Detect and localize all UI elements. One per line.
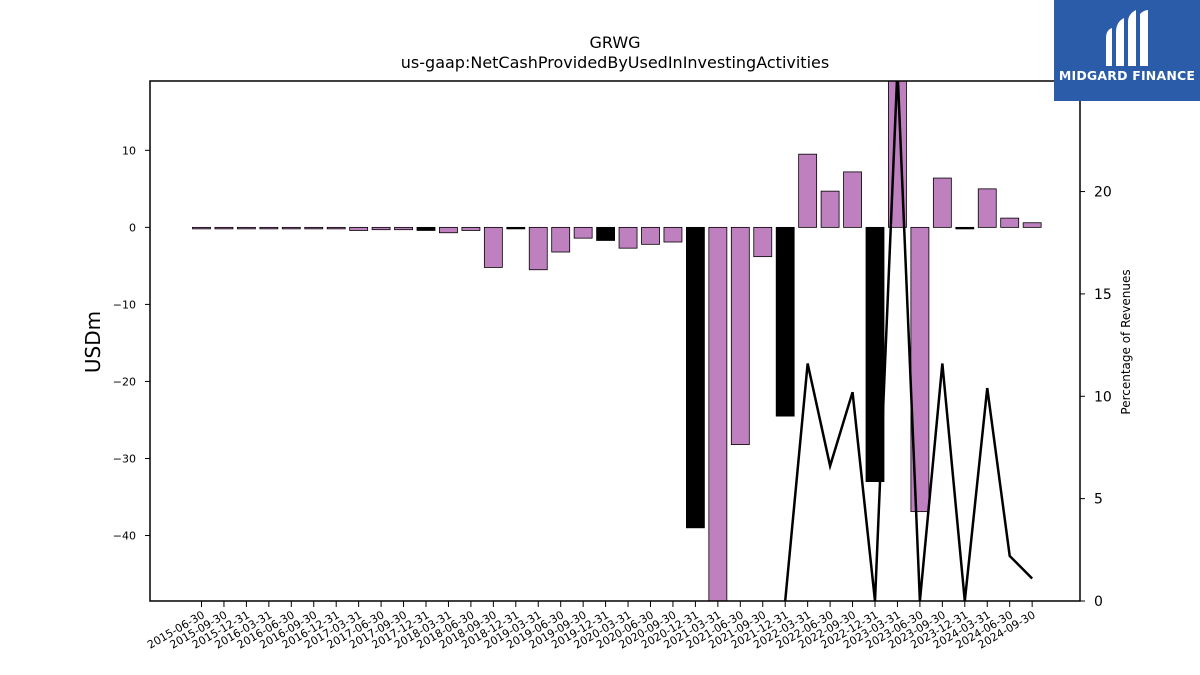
bar-2023-09-30 xyxy=(932,177,952,228)
bar-2015-06-30 xyxy=(192,226,211,230)
y-tick-label: −30 xyxy=(113,452,136,465)
bar-2015-12-31 xyxy=(236,226,256,230)
bar-2019-06-30 xyxy=(551,226,571,253)
y-axis-label: USDm xyxy=(81,311,105,373)
y2-tick-label: 20 xyxy=(1094,185,1112,201)
chart-title: GRWG xyxy=(589,33,640,52)
y2-tick-label: 0 xyxy=(1094,594,1103,610)
bar-2022-12-31 xyxy=(865,226,885,482)
bars-group xyxy=(192,81,1042,601)
bar-2024-06-30 xyxy=(1000,217,1020,228)
bar-2023-12-31 xyxy=(955,226,975,230)
y2-tick-label: 5 xyxy=(1094,492,1103,508)
y-tick-label: −40 xyxy=(113,530,136,543)
bar-2024-03-31 xyxy=(977,188,997,228)
bar-2016-12-31 xyxy=(326,226,346,230)
bar-2016-03-31 xyxy=(259,226,279,230)
bar-2018-03-31 xyxy=(439,226,458,234)
bar-2015-09-30 xyxy=(214,226,234,230)
company-logo: MIDGARD FINANCE xyxy=(1054,0,1200,101)
logo-text: MIDGARD FINANCE xyxy=(1058,68,1196,83)
bar-2019-12-31 xyxy=(596,226,615,241)
bar-2020-03-31 xyxy=(618,226,638,249)
bar-2021-12-31 xyxy=(775,226,795,417)
y2-axis-label: Percentage of Revenues xyxy=(1119,269,1133,414)
bar-2017-12-31 xyxy=(416,226,436,231)
y-tick-label: 0 xyxy=(129,221,136,234)
y-tick-label: −20 xyxy=(113,375,136,388)
bar-2020-06-30 xyxy=(641,226,660,245)
midgard-logo-icon xyxy=(1106,10,1148,66)
bar-2018-06-30 xyxy=(461,226,481,231)
bar-2018-12-31 xyxy=(506,226,526,230)
bar-2017-09-30 xyxy=(394,226,413,231)
bar-2021-09-30 xyxy=(753,226,773,258)
bar-2017-06-30 xyxy=(371,226,391,231)
bar-2022-03-31 xyxy=(798,153,818,228)
bar-2021-06-30 xyxy=(730,226,750,446)
plot-frame xyxy=(149,80,1081,602)
bar-2018-09-30 xyxy=(483,226,503,268)
bar-2024-09-30 xyxy=(1022,222,1042,228)
bar-2022-09-30 xyxy=(843,171,862,228)
bar-2016-06-30 xyxy=(281,226,301,230)
bar-2021-03-31 xyxy=(708,226,728,601)
bar-2020-09-30 xyxy=(663,226,683,243)
bar-2016-09-30 xyxy=(304,226,324,230)
bar-2022-06-30 xyxy=(820,190,840,228)
pct-revenue-line xyxy=(783,81,1034,601)
bar-2017-03-31 xyxy=(349,226,369,231)
y-tick-label: −10 xyxy=(113,298,136,311)
y-tick-label: 10 xyxy=(122,144,136,157)
y2-tick-label: 15 xyxy=(1094,287,1112,303)
bar-2019-03-31 xyxy=(528,226,548,271)
y2-tick-label: 10 xyxy=(1094,389,1112,405)
bar-2020-12-31 xyxy=(686,226,705,529)
bar-2019-09-30 xyxy=(573,226,593,239)
chart-subtitle: us-gaap:NetCashProvidedByUsedInInvesting… xyxy=(401,53,829,72)
